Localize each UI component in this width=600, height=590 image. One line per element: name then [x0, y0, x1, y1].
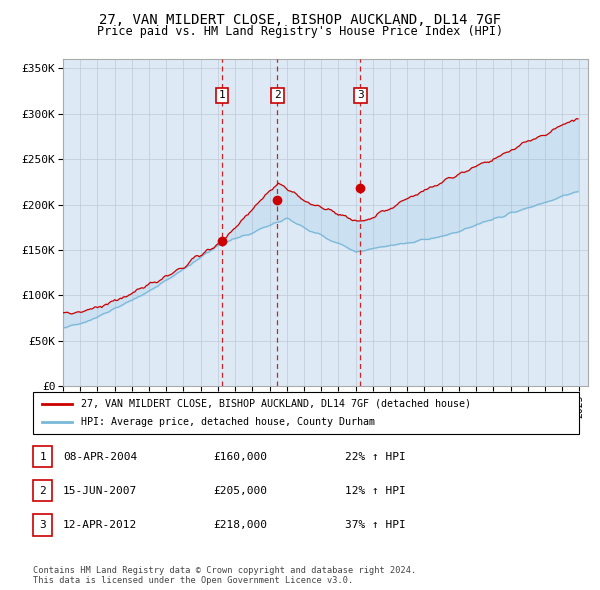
- Text: 22% ↑ HPI: 22% ↑ HPI: [345, 452, 406, 461]
- Text: 2: 2: [274, 90, 281, 100]
- Text: 1: 1: [219, 90, 226, 100]
- Text: 12% ↑ HPI: 12% ↑ HPI: [345, 486, 406, 496]
- Text: Contains HM Land Registry data © Crown copyright and database right 2024.
This d: Contains HM Land Registry data © Crown c…: [33, 566, 416, 585]
- Text: 3: 3: [39, 520, 46, 530]
- Text: 3: 3: [357, 90, 364, 100]
- Text: 2: 2: [39, 486, 46, 496]
- Text: £218,000: £218,000: [213, 520, 267, 530]
- Text: £160,000: £160,000: [213, 452, 267, 461]
- Text: 12-APR-2012: 12-APR-2012: [63, 520, 137, 530]
- Text: 37% ↑ HPI: 37% ↑ HPI: [345, 520, 406, 530]
- Text: HPI: Average price, detached house, County Durham: HPI: Average price, detached house, Coun…: [81, 417, 375, 427]
- Text: 08-APR-2004: 08-APR-2004: [63, 452, 137, 461]
- Text: £205,000: £205,000: [213, 486, 267, 496]
- Text: 15-JUN-2007: 15-JUN-2007: [63, 486, 137, 496]
- Text: Price paid vs. HM Land Registry's House Price Index (HPI): Price paid vs. HM Land Registry's House …: [97, 25, 503, 38]
- Text: 27, VAN MILDERT CLOSE, BISHOP AUCKLAND, DL14 7GF (detached house): 27, VAN MILDERT CLOSE, BISHOP AUCKLAND, …: [81, 399, 471, 409]
- Text: 1: 1: [39, 452, 46, 461]
- Text: 27, VAN MILDERT CLOSE, BISHOP AUCKLAND, DL14 7GF: 27, VAN MILDERT CLOSE, BISHOP AUCKLAND, …: [99, 13, 501, 27]
